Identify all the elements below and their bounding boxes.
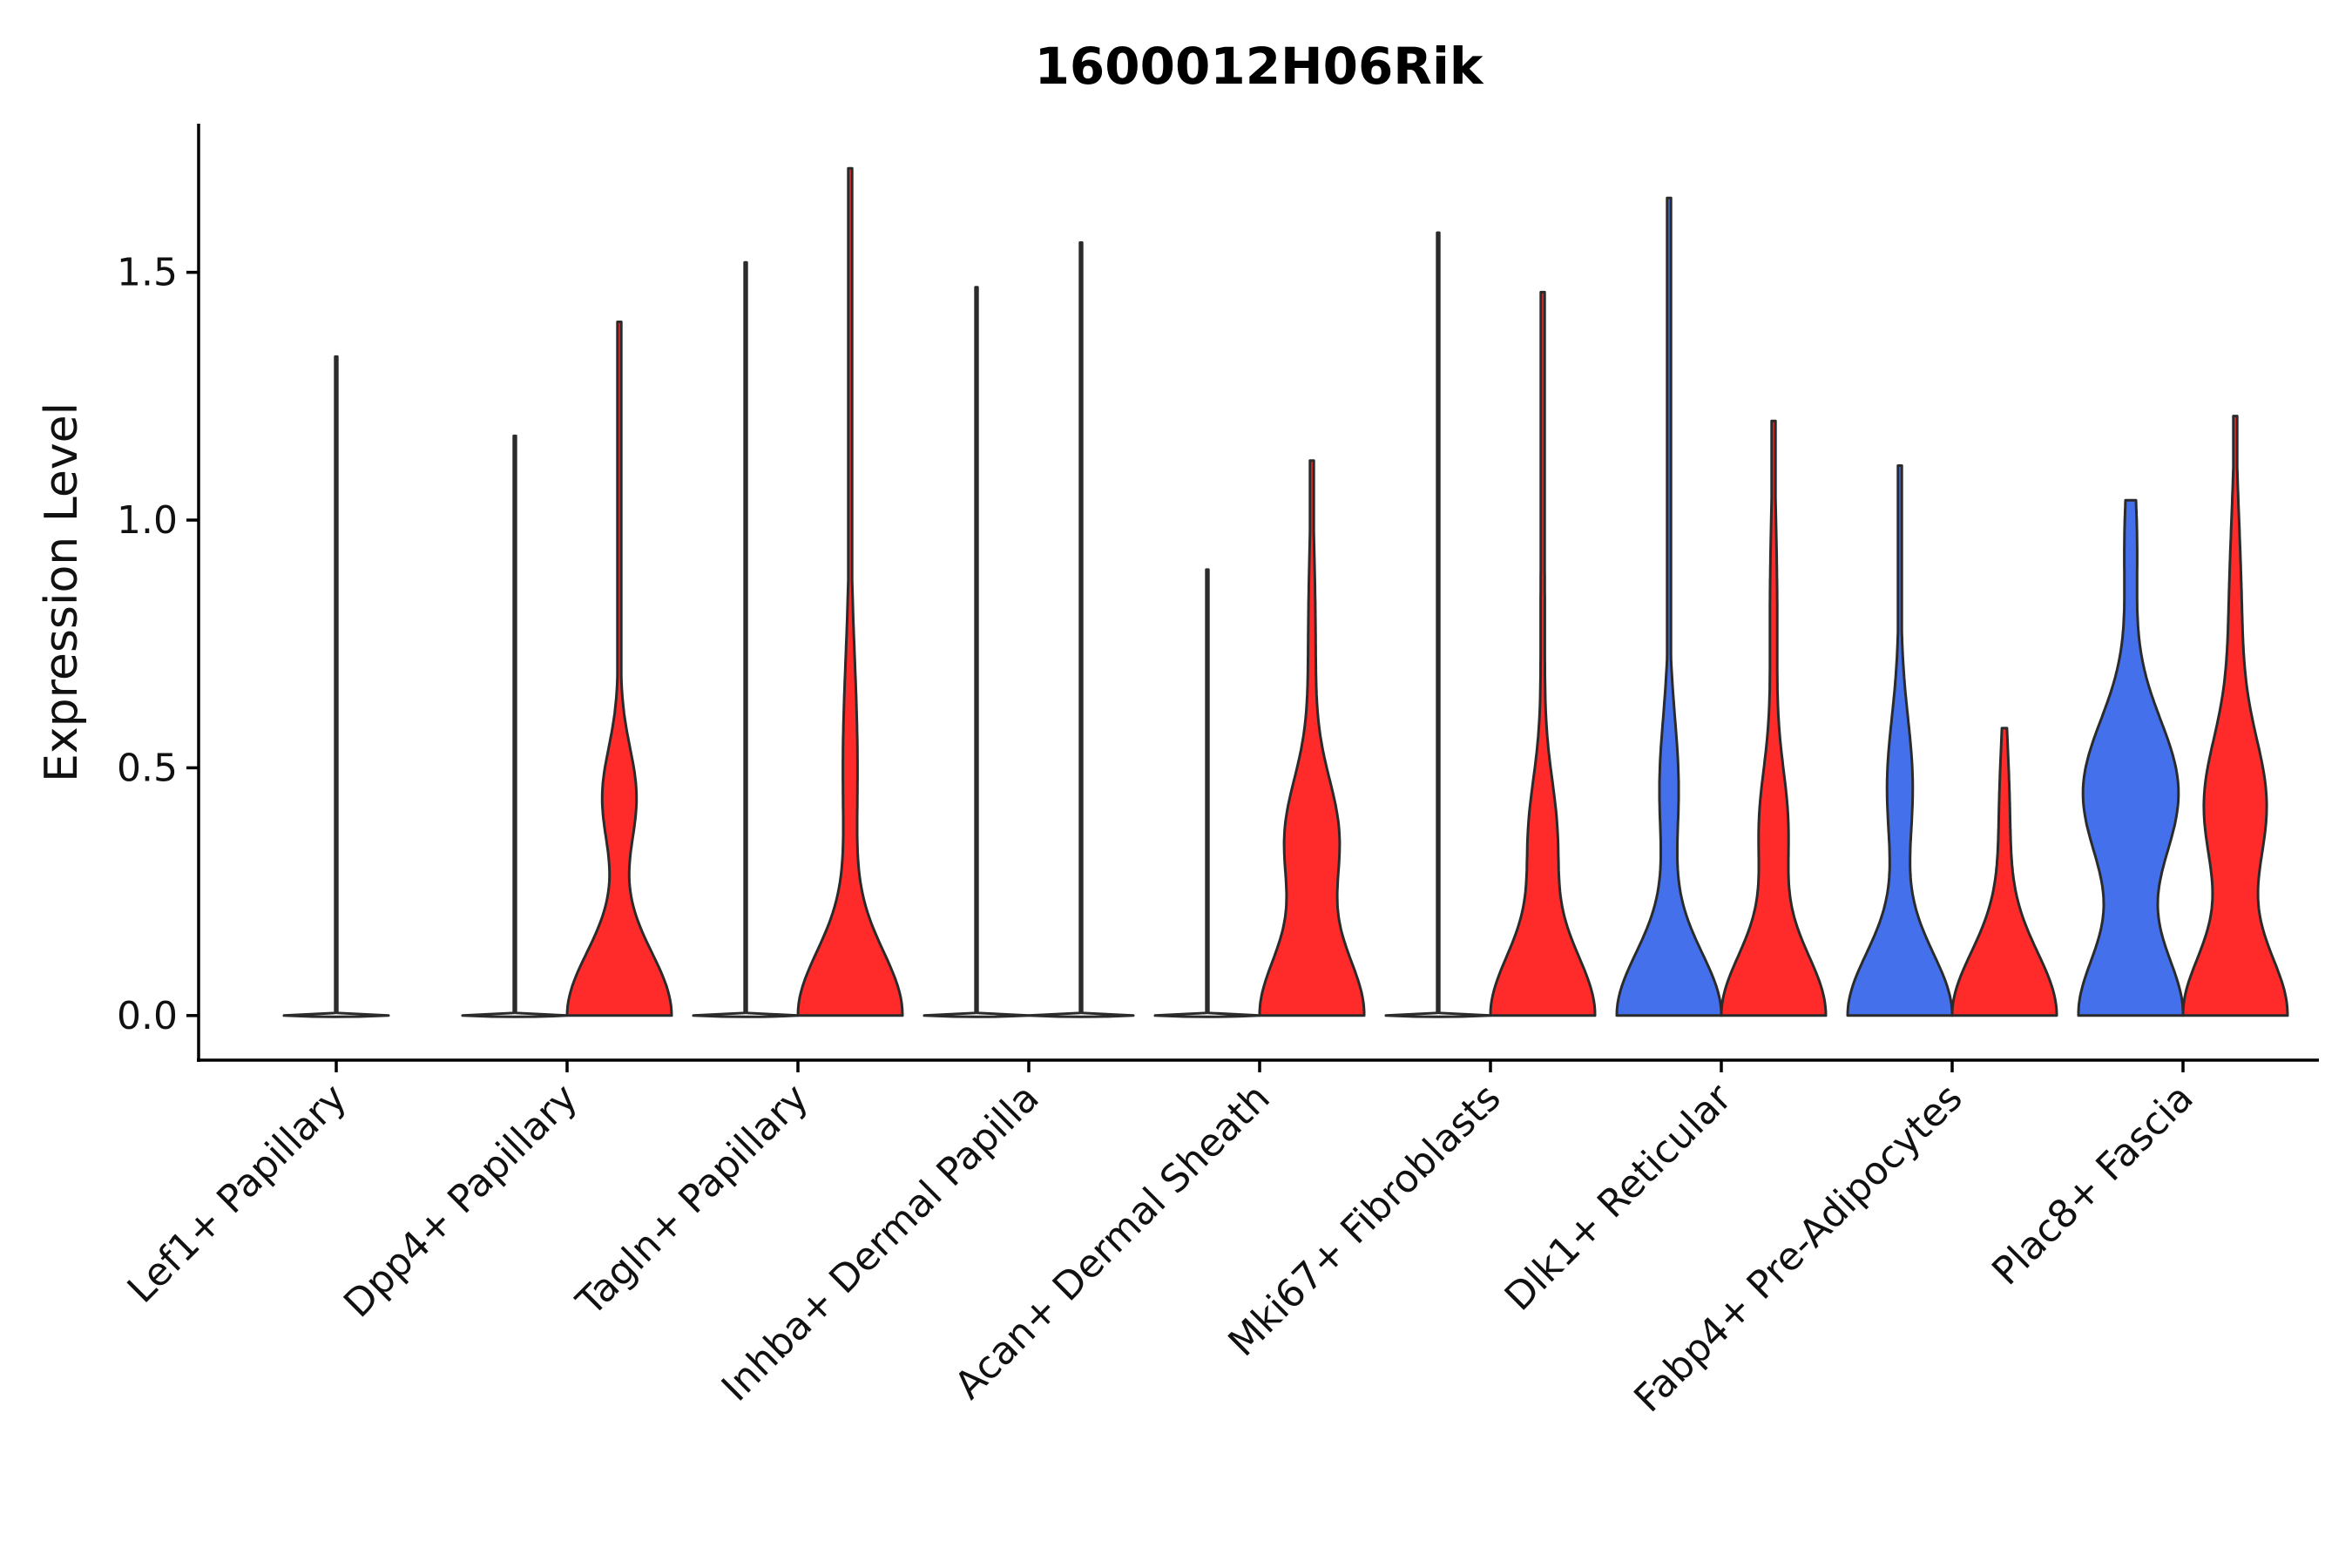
chart-title: 1600012H06Rik bbox=[1035, 37, 1484, 96]
violin-left bbox=[282, 355, 390, 1018]
y-tick-label: 0.0 bbox=[117, 994, 178, 1038]
violin-right bbox=[1720, 419, 1828, 1017]
y-tick-label: 0.5 bbox=[117, 746, 178, 790]
violin-left bbox=[1384, 231, 1492, 1018]
violin-right bbox=[565, 321, 673, 1017]
violin-right bbox=[1950, 727, 2058, 1017]
violin-right bbox=[796, 166, 904, 1017]
violin-right bbox=[1489, 290, 1597, 1017]
y-tick-label: 1.5 bbox=[117, 251, 178, 295]
y-axis-label: Expression Level bbox=[36, 402, 88, 782]
x-tick-label: Lef1+ Papillary bbox=[119, 1076, 355, 1312]
violin-right bbox=[1027, 241, 1135, 1018]
y-axis-ticks: 0.0 0.5 1.0 1.5 bbox=[117, 251, 199, 1038]
violin-left bbox=[461, 434, 569, 1018]
violin-left bbox=[1153, 568, 1261, 1018]
violins-layer bbox=[282, 166, 2289, 1018]
violin-left bbox=[2077, 498, 2185, 1017]
violin-right bbox=[1258, 459, 1366, 1017]
x-tick-label: Tagln+ Papillary bbox=[568, 1076, 817, 1325]
violin-left bbox=[923, 286, 1031, 1018]
violin-right bbox=[2181, 415, 2289, 1017]
violin-left bbox=[1615, 196, 1723, 1017]
violin-left bbox=[1846, 464, 1954, 1017]
x-tick-label: Dpp4+ Papillary bbox=[335, 1076, 586, 1327]
x-tick-label: Plac8+ Fascia bbox=[1984, 1076, 2202, 1294]
y-tick-label: 1.0 bbox=[117, 498, 178, 543]
violin-left bbox=[692, 260, 800, 1018]
x-tick-label: Dlk1+ Reticular bbox=[1497, 1075, 1741, 1320]
